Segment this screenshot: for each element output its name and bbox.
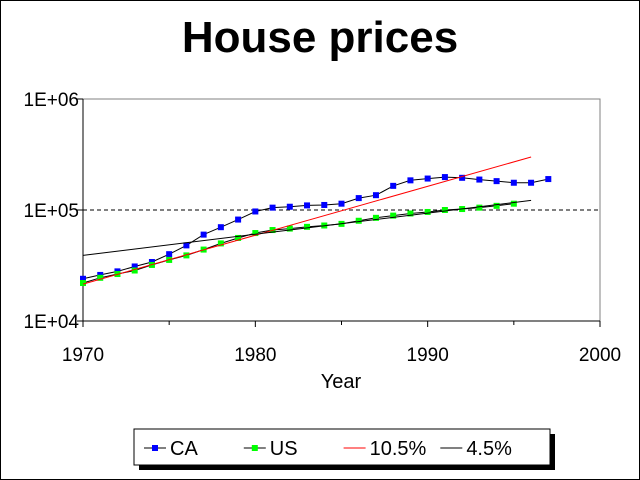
legend-items: CA US 10.5% 4.5% bbox=[144, 438, 512, 460]
data-point-ca-1979 bbox=[235, 216, 242, 223]
x-tick-label-1990: 1990 bbox=[407, 345, 449, 366]
data-point-us-1991 bbox=[441, 207, 448, 213]
data-point-us-1973 bbox=[131, 267, 138, 274]
data-point-ca-1990 bbox=[424, 175, 431, 182]
x-tick-label-1980: 1980 bbox=[234, 345, 276, 366]
y-tick-label-1e-06: 1E+06 bbox=[24, 90, 79, 111]
data-point-ca-1982 bbox=[286, 203, 293, 210]
series-line-ca bbox=[82, 176, 549, 280]
data-point-us-1987 bbox=[372, 214, 379, 221]
data-point-us-1970 bbox=[80, 279, 86, 286]
data-point-ca-1997 bbox=[545, 176, 552, 183]
data-point-ca-1989 bbox=[407, 177, 414, 184]
data-point-us-1983 bbox=[304, 223, 311, 230]
data-point-ca-1994 bbox=[493, 178, 500, 185]
data-point-us-1980 bbox=[252, 230, 259, 237]
data-point-ca-1987 bbox=[372, 192, 379, 199]
data-point-us-1976 bbox=[183, 252, 190, 259]
data-point-us-1993 bbox=[476, 204, 483, 211]
legend-marker-ca bbox=[152, 445, 158, 451]
legend-marker-us bbox=[251, 445, 258, 451]
data-point-ca-1975 bbox=[166, 251, 173, 258]
data-point-ca-1977 bbox=[200, 231, 207, 238]
legend-label-10-5: 10.5% bbox=[370, 438, 427, 460]
x-axis-title: Year bbox=[321, 371, 362, 393]
data-point-us-1986 bbox=[355, 217, 362, 224]
data-point-ca-1984 bbox=[321, 201, 328, 208]
data-point-us-1978 bbox=[217, 240, 224, 247]
data-point-us-1994 bbox=[493, 202, 500, 209]
data-point-us-1988 bbox=[390, 212, 397, 219]
legend: CA US 10.5% 4.5% bbox=[133, 428, 555, 470]
series-group bbox=[80, 156, 552, 286]
data-point-ca-1988 bbox=[390, 182, 397, 189]
tick-labels-group: 1970 1980 1990 2000 1E+04 1E+05 1E+06 bbox=[24, 90, 622, 366]
legend-label-ca: CA bbox=[170, 438, 198, 460]
series-line-4-5 bbox=[82, 199, 532, 256]
data-point-ca-1992 bbox=[459, 174, 466, 181]
data-point-us-1989 bbox=[407, 210, 414, 217]
legend-label-us: US bbox=[270, 438, 298, 460]
data-point-us-1990 bbox=[424, 208, 431, 215]
y-tick-label-1e-04: 1E+04 bbox=[24, 312, 80, 333]
data-point-ca-1978 bbox=[217, 224, 224, 231]
data-point-us-1995 bbox=[510, 200, 517, 207]
legend-label-4-5: 4.5% bbox=[466, 438, 512, 460]
data-point-us-1982 bbox=[286, 225, 293, 232]
data-point-ca-1970 bbox=[80, 275, 86, 282]
series-line-10-5 bbox=[82, 156, 532, 285]
data-point-ca-1996 bbox=[528, 179, 535, 186]
legend-box bbox=[133, 428, 551, 466]
x-tick-label-1970: 1970 bbox=[62, 345, 104, 366]
data-point-ca-1973 bbox=[131, 263, 138, 270]
data-point-ca-1976 bbox=[183, 242, 190, 249]
data-point-ca-1983 bbox=[304, 202, 311, 209]
data-point-ca-1985 bbox=[338, 200, 345, 207]
data-point-ca-1991 bbox=[441, 174, 448, 181]
data-point-us-1971 bbox=[97, 274, 104, 281]
data-point-ca-1980 bbox=[252, 208, 259, 215]
x-tick-label-2000: 2000 bbox=[579, 345, 621, 366]
chart-title: House prices bbox=[182, 13, 458, 62]
data-point-ca-1981 bbox=[269, 204, 276, 211]
data-point-ca-1986 bbox=[355, 195, 362, 202]
data-point-ca-1993 bbox=[476, 176, 483, 183]
y-tick-label-1e-05: 1E+05 bbox=[24, 201, 79, 222]
data-point-us-1979 bbox=[235, 234, 242, 241]
data-point-ca-1995 bbox=[510, 179, 517, 186]
